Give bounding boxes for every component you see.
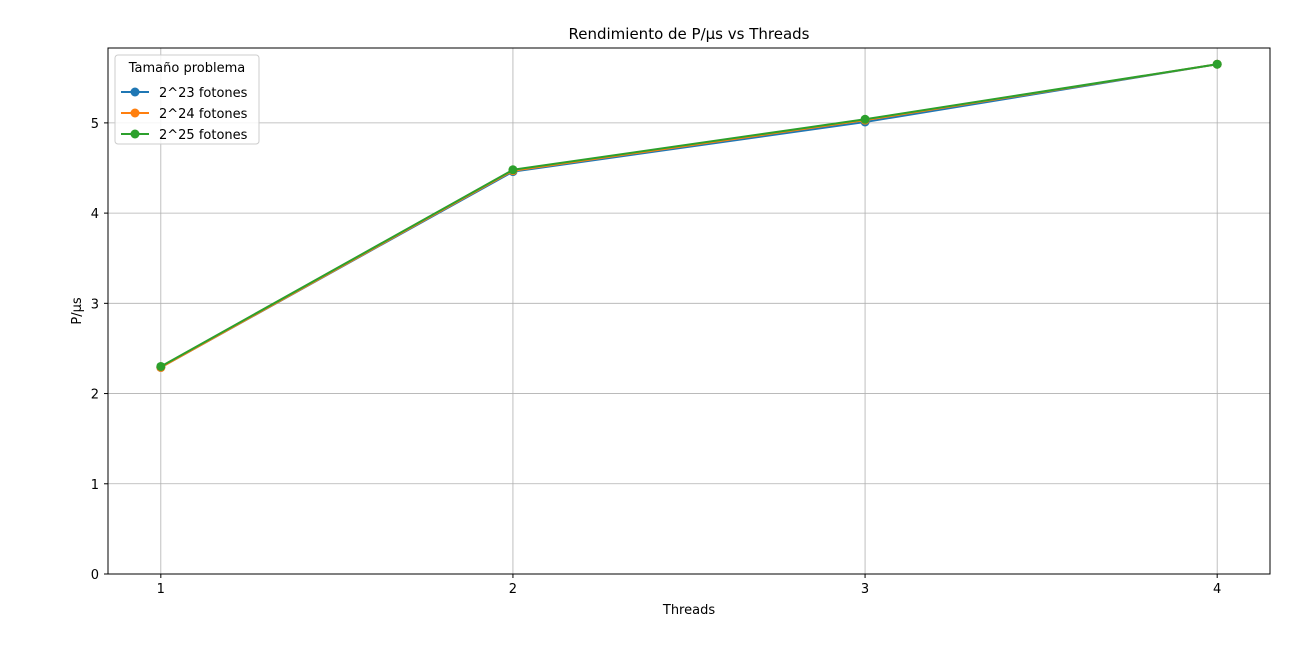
- series-line: [160, 63, 1218, 368]
- x-axis-title: Threads: [662, 603, 715, 618]
- y-axis-title: P/µs: [70, 297, 85, 324]
- legend-item: 2^25 fotones: [121, 128, 248, 143]
- x-tick-label: 3: [861, 582, 869, 597]
- data-point: [156, 361, 166, 371]
- legend-label: 2^23 fotones: [159, 86, 248, 101]
- series-3: [156, 59, 1222, 371]
- x-tick-label: 1: [157, 582, 165, 597]
- y-tick-label: 2: [91, 388, 99, 403]
- legend-swatch-marker: [130, 87, 140, 97]
- legend-label: 2^24 fotones: [159, 107, 248, 122]
- legend-item: 2^23 fotones: [121, 86, 248, 101]
- data-point: [1212, 59, 1222, 69]
- y-tick-label: 3: [91, 297, 99, 312]
- grid-lines: [108, 48, 1270, 575]
- series-layer: [156, 59, 1222, 372]
- y-tick-label: 5: [91, 117, 99, 132]
- data-point: [508, 165, 518, 175]
- legend: Tamaño problema 2^23 fotones 2^24 fotones 2…: [114, 54, 260, 145]
- legend-item: 2^24 fotones: [121, 107, 248, 122]
- plot-frame: [107, 47, 1271, 575]
- y-tick-label: 1: [91, 478, 99, 493]
- y-tick-label: 0: [91, 568, 99, 583]
- x-tick-label: 4: [1213, 582, 1221, 597]
- data-point: [860, 114, 870, 124]
- x-tick-label: 2: [509, 582, 517, 597]
- legend-box: [114, 54, 260, 145]
- legend-swatch-marker: [130, 108, 140, 118]
- chart-title: Rendimiento de P/µs vs Threads: [569, 25, 810, 43]
- legend-swatch-marker: [130, 129, 140, 139]
- legend-title: Tamaño problema: [128, 61, 245, 76]
- legend-label: 2^25 fotones: [159, 128, 248, 143]
- axis-ticks: 1 2 3 4 0 1 2 3 4 5: [91, 117, 1222, 597]
- y-tick-label: 4: [91, 207, 99, 222]
